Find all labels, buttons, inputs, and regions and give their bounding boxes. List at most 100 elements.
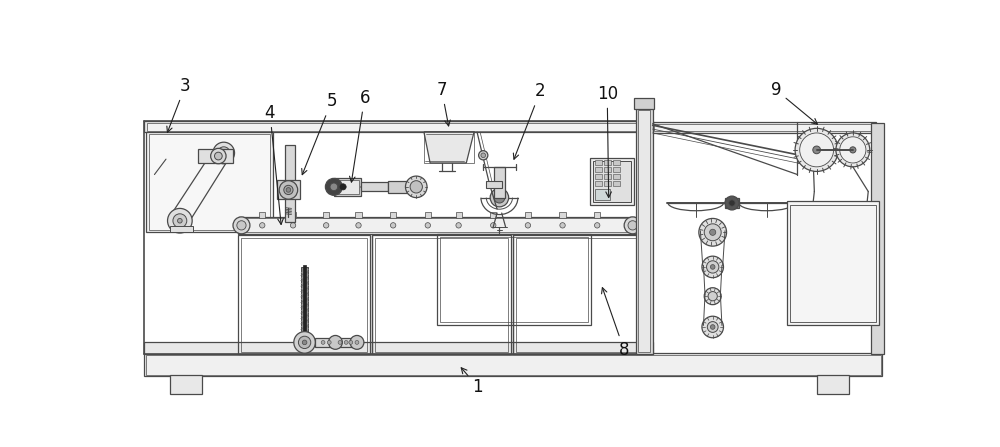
Circle shape [595,223,600,228]
Circle shape [298,336,311,349]
Bar [634,97,654,109]
Text: 2: 2 [513,82,546,159]
Circle shape [494,192,505,203]
Circle shape [221,151,226,155]
Bar [595,174,602,179]
Bar [613,174,620,179]
Circle shape [178,219,182,223]
Circle shape [279,181,298,199]
Circle shape [344,341,348,344]
Bar [604,181,611,186]
Bar [425,212,431,219]
Circle shape [802,219,817,235]
Circle shape [323,223,329,228]
Circle shape [800,133,834,167]
Bar [595,181,602,186]
Bar [144,122,653,132]
Text: 3: 3 [167,77,191,132]
Circle shape [425,223,430,228]
Circle shape [840,137,866,163]
Text: 7: 7 [436,81,450,126]
Bar [613,160,620,165]
Circle shape [338,341,342,344]
Bar [238,236,370,354]
Text: 10: 10 [597,84,618,198]
Circle shape [173,214,187,228]
Bar [613,167,620,172]
Circle shape [218,147,230,159]
Circle shape [490,188,509,207]
Bar [516,238,648,352]
Text: 1: 1 [461,368,483,396]
Bar [259,212,265,219]
Circle shape [286,188,291,192]
Circle shape [405,176,427,198]
Bar [424,131,474,163]
Bar [388,181,409,193]
Bar [240,219,636,232]
Bar [390,212,396,219]
Circle shape [356,223,361,228]
Bar [595,189,610,200]
Bar [170,226,193,232]
Circle shape [795,128,838,172]
Bar [375,238,508,352]
Text: 9: 9 [771,81,817,124]
Polygon shape [424,132,474,163]
Bar [512,236,651,354]
Circle shape [710,229,716,236]
Circle shape [704,224,721,241]
Circle shape [729,200,735,206]
Bar [303,265,306,346]
Circle shape [525,223,531,228]
Circle shape [349,341,353,344]
Bar [290,212,296,219]
Bar [604,167,611,172]
Bar [372,236,511,354]
Circle shape [479,151,488,160]
Circle shape [213,142,235,164]
Circle shape [290,223,296,228]
Circle shape [410,181,422,193]
Bar [144,353,882,376]
Bar [594,212,600,219]
Bar [198,149,233,163]
Bar [149,135,270,230]
Circle shape [456,223,461,228]
Circle shape [325,178,342,195]
Bar [871,123,884,354]
Bar [456,212,462,219]
Circle shape [491,223,496,228]
Bar [146,355,881,375]
Circle shape [699,219,727,246]
Bar [146,132,273,232]
Bar [654,124,874,131]
Bar [336,180,358,194]
Bar [277,180,300,199]
Circle shape [284,186,293,194]
Circle shape [327,341,331,344]
Bar [361,182,388,191]
Circle shape [860,223,871,234]
Circle shape [321,341,325,344]
Circle shape [725,196,739,210]
Bar [613,181,620,186]
Circle shape [628,221,637,230]
Bar [595,160,602,165]
Circle shape [260,223,265,228]
Bar [238,217,638,234]
Bar [525,212,531,219]
Circle shape [233,217,250,234]
Bar [440,237,588,321]
Circle shape [806,223,814,231]
Circle shape [168,208,192,233]
Circle shape [624,217,641,234]
Circle shape [708,291,717,301]
Circle shape [836,133,870,167]
Circle shape [702,256,723,278]
Text: 8: 8 [602,288,629,359]
Circle shape [328,335,342,349]
Bar [486,181,502,188]
Bar [638,110,650,352]
Bar [790,205,876,321]
